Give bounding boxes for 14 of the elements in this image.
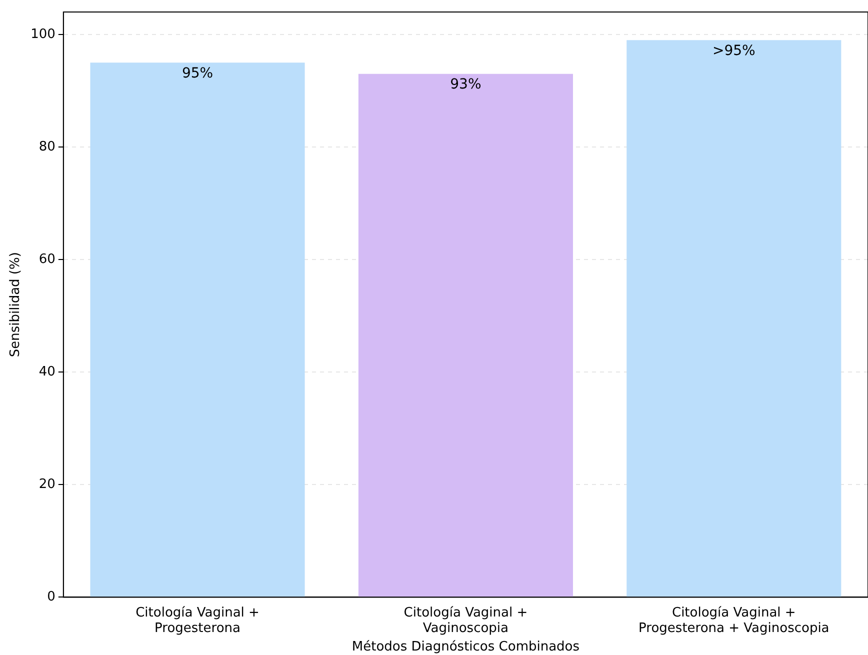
y-tick-label: 80: [38, 139, 56, 154]
x-tick-label: Citología Vaginal + Vaginoscopia: [404, 605, 528, 636]
x-axis-title: Métodos Diagnósticos Combinados: [352, 640, 580, 655]
y-axis-title: Sensibilidad (%): [8, 252, 24, 358]
y-tick-label: 0: [47, 590, 56, 605]
y-tick-label: 40: [38, 364, 56, 380]
data-label: 93%: [450, 76, 482, 93]
data-label: 95%: [182, 65, 214, 82]
y-tick-label: 60: [38, 252, 56, 267]
y-tick-label: 20: [38, 477, 56, 492]
data-label: >95%: [712, 42, 756, 59]
y-tick-label: 100: [30, 26, 56, 42]
x-tick-label: Citología Vaginal + Progesterona: [136, 605, 260, 636]
x-tick-label: Citología Vaginal + Progesterona + Vaginoscopia: [638, 605, 830, 636]
